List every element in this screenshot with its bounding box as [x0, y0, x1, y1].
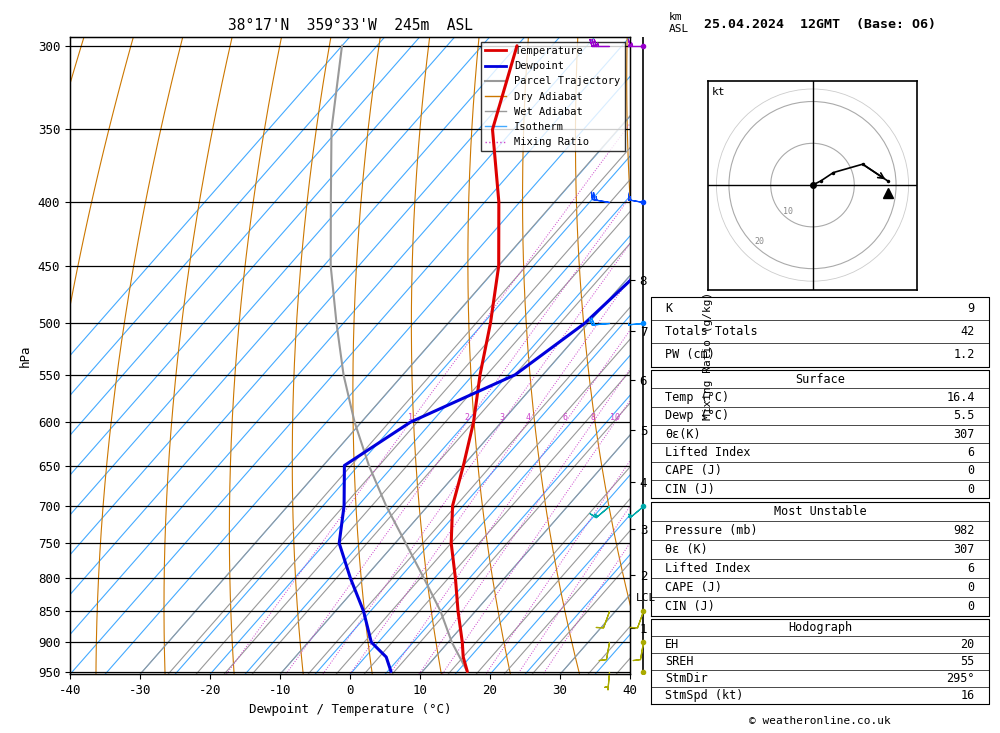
Text: 0: 0	[968, 600, 975, 613]
Title: 38°17'N  359°33'W  245m  ASL: 38°17'N 359°33'W 245m ASL	[228, 18, 473, 33]
Text: 0: 0	[968, 581, 975, 594]
Text: 5.5: 5.5	[953, 410, 975, 422]
Text: StmSpd (kt): StmSpd (kt)	[665, 689, 744, 701]
Text: Dewp (°C): Dewp (°C)	[665, 410, 729, 422]
Text: 6: 6	[968, 562, 975, 575]
Text: Totals Totals: Totals Totals	[665, 325, 758, 338]
Legend: Temperature, Dewpoint, Parcel Trajectory, Dry Adiabat, Wet Adiabat, Isotherm, Mi: Temperature, Dewpoint, Parcel Trajectory…	[481, 42, 625, 152]
Text: 16.4: 16.4	[946, 391, 975, 404]
Text: 0: 0	[968, 465, 975, 477]
Text: 10: 10	[610, 413, 620, 422]
Text: CAPE (J): CAPE (J)	[665, 465, 722, 477]
Text: 1: 1	[408, 413, 413, 422]
Text: 6: 6	[563, 413, 568, 422]
Text: Lifted Index: Lifted Index	[665, 562, 751, 575]
Text: 20: 20	[754, 237, 764, 246]
Text: 42: 42	[961, 325, 975, 338]
X-axis label: Dewpoint / Temperature (°C): Dewpoint / Temperature (°C)	[249, 703, 451, 715]
Text: EH: EH	[665, 638, 679, 651]
Text: 10: 10	[783, 207, 793, 216]
Text: 55: 55	[961, 655, 975, 668]
Text: CIN (J): CIN (J)	[665, 483, 715, 496]
Text: Surface: Surface	[795, 373, 845, 386]
Text: 0: 0	[968, 483, 975, 496]
Text: 9: 9	[968, 302, 975, 315]
Text: km
ASL: km ASL	[669, 12, 689, 34]
Text: 8: 8	[591, 413, 596, 422]
Y-axis label: hPa: hPa	[19, 345, 32, 366]
Text: 1.2: 1.2	[953, 348, 975, 361]
Text: PW (cm): PW (cm)	[665, 348, 715, 361]
Text: 6: 6	[968, 446, 975, 459]
Text: LCL: LCL	[636, 593, 656, 603]
Text: kt: kt	[712, 87, 726, 97]
Text: θε(K): θε(K)	[665, 428, 701, 441]
Text: 295°: 295°	[946, 672, 975, 685]
Text: 307: 307	[953, 428, 975, 441]
Text: Pressure (mb): Pressure (mb)	[665, 524, 758, 537]
Text: StmDir: StmDir	[665, 672, 708, 685]
Text: CAPE (J): CAPE (J)	[665, 581, 722, 594]
Text: 2: 2	[464, 413, 469, 422]
Text: 982: 982	[953, 524, 975, 537]
Text: 25.04.2024  12GMT  (Base: O6): 25.04.2024 12GMT (Base: O6)	[704, 18, 936, 32]
Text: CIN (J): CIN (J)	[665, 600, 715, 613]
Text: Most Unstable: Most Unstable	[774, 505, 866, 518]
Text: 307: 307	[953, 543, 975, 556]
Text: © weatheronline.co.uk: © weatheronline.co.uk	[749, 715, 891, 726]
Text: 4: 4	[525, 413, 530, 422]
Text: 3: 3	[499, 413, 504, 422]
Text: Lifted Index: Lifted Index	[665, 446, 751, 459]
Text: 16: 16	[961, 689, 975, 701]
Text: Hodograph: Hodograph	[788, 622, 852, 634]
Y-axis label: Mixing Ratio (g/kg): Mixing Ratio (g/kg)	[703, 292, 713, 419]
Text: 20: 20	[961, 638, 975, 651]
Text: θε (K): θε (K)	[665, 543, 708, 556]
Text: Temp (°C): Temp (°C)	[665, 391, 729, 404]
Text: SREH: SREH	[665, 655, 694, 668]
Text: K: K	[665, 302, 672, 315]
